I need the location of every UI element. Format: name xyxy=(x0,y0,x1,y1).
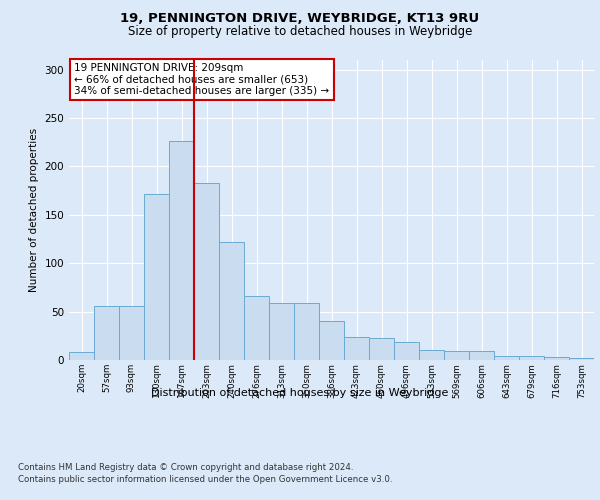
Text: Distribution of detached houses by size in Weybridge: Distribution of detached houses by size … xyxy=(151,388,449,398)
Text: Size of property relative to detached houses in Weybridge: Size of property relative to detached ho… xyxy=(128,25,472,38)
Bar xyxy=(419,350,444,360)
Bar xyxy=(369,338,394,360)
Bar xyxy=(69,352,94,360)
Bar xyxy=(94,306,119,360)
Bar xyxy=(494,356,519,360)
Text: Contains HM Land Registry data © Crown copyright and database right 2024.: Contains HM Land Registry data © Crown c… xyxy=(18,462,353,471)
Bar xyxy=(144,194,169,360)
Bar xyxy=(469,352,494,360)
Bar xyxy=(119,306,144,360)
Bar xyxy=(269,303,294,360)
Bar xyxy=(344,337,369,360)
Text: Contains public sector information licensed under the Open Government Licence v3: Contains public sector information licen… xyxy=(18,475,392,484)
Bar xyxy=(544,357,569,360)
Bar xyxy=(394,342,419,360)
Bar xyxy=(444,352,469,360)
Text: 19 PENNINGTON DRIVE: 209sqm
← 66% of detached houses are smaller (653)
34% of se: 19 PENNINGTON DRIVE: 209sqm ← 66% of det… xyxy=(74,63,329,96)
Bar xyxy=(519,356,544,360)
Bar xyxy=(319,322,344,360)
Bar xyxy=(569,358,594,360)
Bar xyxy=(294,303,319,360)
Bar xyxy=(219,242,244,360)
Bar xyxy=(169,142,194,360)
Y-axis label: Number of detached properties: Number of detached properties xyxy=(29,128,39,292)
Text: 19, PENNINGTON DRIVE, WEYBRIDGE, KT13 9RU: 19, PENNINGTON DRIVE, WEYBRIDGE, KT13 9R… xyxy=(121,12,479,26)
Bar xyxy=(194,183,219,360)
Bar xyxy=(244,296,269,360)
